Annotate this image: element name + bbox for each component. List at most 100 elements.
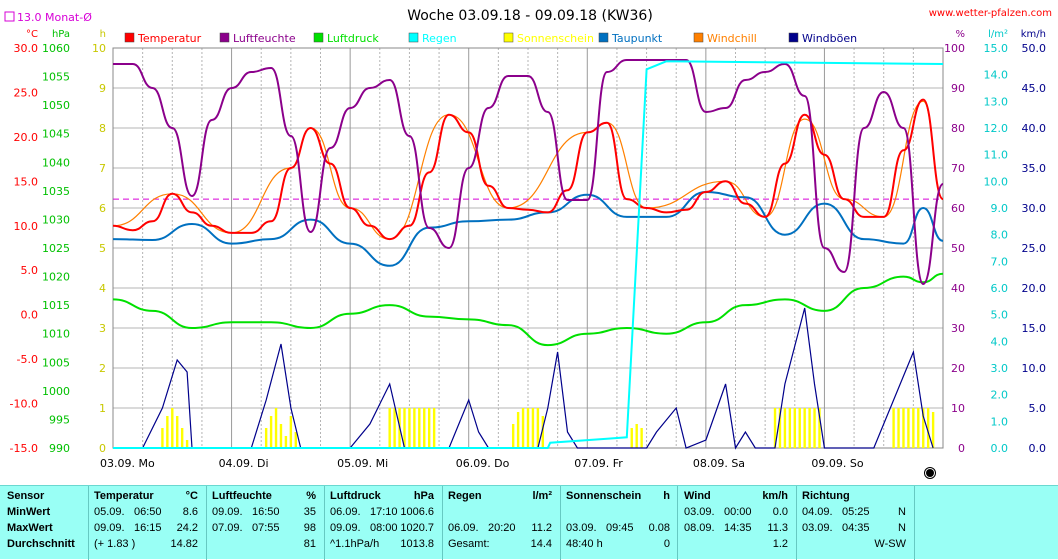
chart-grid (112, 47, 944, 449)
stats-sensor-header: Sensor (7, 490, 45, 502)
axis-tick-label-regen: 1.0 (991, 415, 1009, 428)
sunshine-bar (902, 408, 905, 448)
legend-label: Windchill (707, 32, 757, 45)
axis-tick-label-regen: 11.0 (984, 149, 1009, 162)
stats-col-wind: Wind km/h 03.09. 00:00 0.0 08.09. 14:35 11.3 … (684, 488, 790, 552)
sunshine-bar (526, 408, 530, 448)
axis-tick-label-regen: 7.0 (991, 255, 1009, 268)
sunshine-bar (788, 408, 792, 448)
axis-tick-label-wind: 30.0 (1022, 202, 1047, 215)
stats-note: ^1.1hPa/h (330, 538, 380, 550)
axis-tick-label-wind: 10.0 (1022, 362, 1047, 375)
stats-row-max: MaxWert (7, 522, 53, 534)
stats-note: (+ 1.83 ) (94, 538, 136, 550)
axis-tick-label-sonnenschein: 0 (99, 442, 106, 455)
stats-header: Regen (448, 490, 482, 502)
axis-tick-label-temperatur: 5.0 (21, 264, 39, 277)
axis-tick-label-regen: 6.0 (991, 282, 1009, 295)
axis-tick-label-temperatur: -15.0 (10, 442, 38, 455)
axis-tick-label-regen: 12.0 (984, 122, 1009, 135)
axis-unit-luftfeuchte: % (955, 29, 965, 40)
sunshine-bar (892, 408, 895, 448)
stats-value: 1006.6 (400, 506, 434, 518)
series-line-temperatur (112, 98, 944, 241)
stats-date: 09.09. (330, 522, 361, 534)
stats-date: 03.09. (802, 522, 833, 534)
sunshine-bar (773, 408, 777, 448)
axis-tick-label-luftfeuchte: 40 (951, 282, 965, 295)
axis-tick-label-regen: 4.0 (991, 335, 1009, 348)
stats-date: 03.09. (684, 506, 715, 518)
sunshine-bar (511, 424, 515, 448)
legend-swatch (693, 32, 704, 43)
stats-value: 14.82 (170, 538, 198, 550)
x-axis-day-label: 06.09. Do (456, 457, 510, 470)
x-axis-day-label: 07.09. Fr (574, 457, 623, 470)
sunshine-bar (640, 428, 643, 448)
sunshine-bar (279, 424, 283, 448)
stats-date: 08.09. (684, 522, 715, 534)
sunshine-bar (171, 408, 174, 448)
axis-tick-label-sonnenschein: 8 (99, 122, 106, 135)
stats-date: 09.09. (212, 506, 243, 518)
stats-header: Wind (684, 490, 711, 502)
stats-value: 14.4 (530, 538, 552, 550)
axes: 30.025.020.015.010.05.00.0-5.0-10.0-15.0… (10, 29, 1046, 470)
stats-value: 1020.7 (400, 522, 434, 534)
stats-col-sensor: Sensor MinWert MaxWert Durchschnitt (7, 488, 87, 552)
sunshine-bar (531, 408, 535, 448)
axis-tick-label-temperatur: -10.0 (10, 398, 38, 411)
axis-unit-luftdruck: hPa (52, 29, 70, 40)
x-axis-day-label: 05.09. Mi (337, 457, 388, 470)
stats-header: Sonnenschein (566, 490, 642, 502)
axis-tick-label-luftfeuchte: 20 (951, 362, 965, 375)
sunshine-bar (541, 416, 545, 448)
axis-tick-label-regen: 0.0 (991, 442, 1009, 455)
axis-tick-label-regen: 10.0 (984, 175, 1009, 188)
axis-tick-label-luftfeuchte: 70 (951, 162, 965, 175)
sunshine-bar (161, 428, 164, 448)
sunshine-bars (161, 408, 935, 448)
sunshine-bar (408, 408, 411, 448)
axis-tick-label-wind: 0.0 (1029, 442, 1047, 455)
stats-separator (324, 486, 325, 560)
sunshine-bar (264, 428, 268, 448)
x-axis-day-label: 04.09. Di (219, 457, 269, 470)
axis-tick-label-luftfeuchte: 90 (951, 82, 965, 95)
stats-time: 16:50 (252, 506, 280, 518)
stats-date: 05.09. (94, 506, 125, 518)
stats-value: 81 (303, 538, 316, 550)
axis-unit-sonnenschein: h (100, 29, 106, 40)
sunshine-bar (917, 408, 920, 448)
monthly-avg-marker (4, 11, 15, 22)
axis-tick-label-temperatur: -5.0 (17, 353, 38, 366)
stats-col-luftdruck: Luftdruck hPa 06.09. 17:10 1006.6 09.09. 08:… (330, 488, 436, 552)
axis-tick-label-luftdruck: 1000 (42, 385, 70, 398)
axis-tick-label-temperatur: 15.0 (14, 175, 39, 188)
legend-swatch (408, 32, 419, 43)
stats-time: 00:00 (724, 506, 752, 518)
axis-tick-label-luftdruck: 1030 (42, 213, 70, 226)
sunshine-bar (635, 424, 638, 448)
stats-unit: h (663, 490, 670, 502)
stats-note: 48:40 h (566, 538, 603, 550)
stats-note: Gesamt: (448, 538, 490, 550)
axis-unit-wind: km/h (1021, 29, 1046, 40)
axis-tick-label-temperatur: 20.0 (14, 131, 39, 144)
stats-header: Richtung (802, 490, 850, 502)
axis-tick-label-regen: 9.0 (991, 202, 1009, 215)
stats-col-luftfeuchte: Luftfeuchte% 09.09. 16:50 35 07.09. 07:55 98… (212, 488, 318, 552)
axis-tick-label-luftfeuchte: 0 (958, 442, 965, 455)
sunshine-bar (418, 408, 421, 448)
series-line-windböen (113, 307, 934, 450)
sunshine-bar (274, 408, 278, 448)
axis-tick-label-luftdruck: 1015 (42, 299, 70, 312)
legend-label: Luftfeuchte (233, 32, 296, 45)
stats-date: 07.09. (212, 522, 243, 534)
axis-tick-label-sonnenschein: 7 (99, 162, 106, 175)
stats-col-temperatur: Temperatur °C 05.09. 06:50 8.6 09.09. 16:15 2… (94, 488, 200, 552)
sunshine-bar (521, 408, 525, 448)
sunshine-bar (926, 408, 930, 448)
legend-swatch (124, 32, 135, 43)
stats-value: 11.2 (531, 522, 552, 534)
